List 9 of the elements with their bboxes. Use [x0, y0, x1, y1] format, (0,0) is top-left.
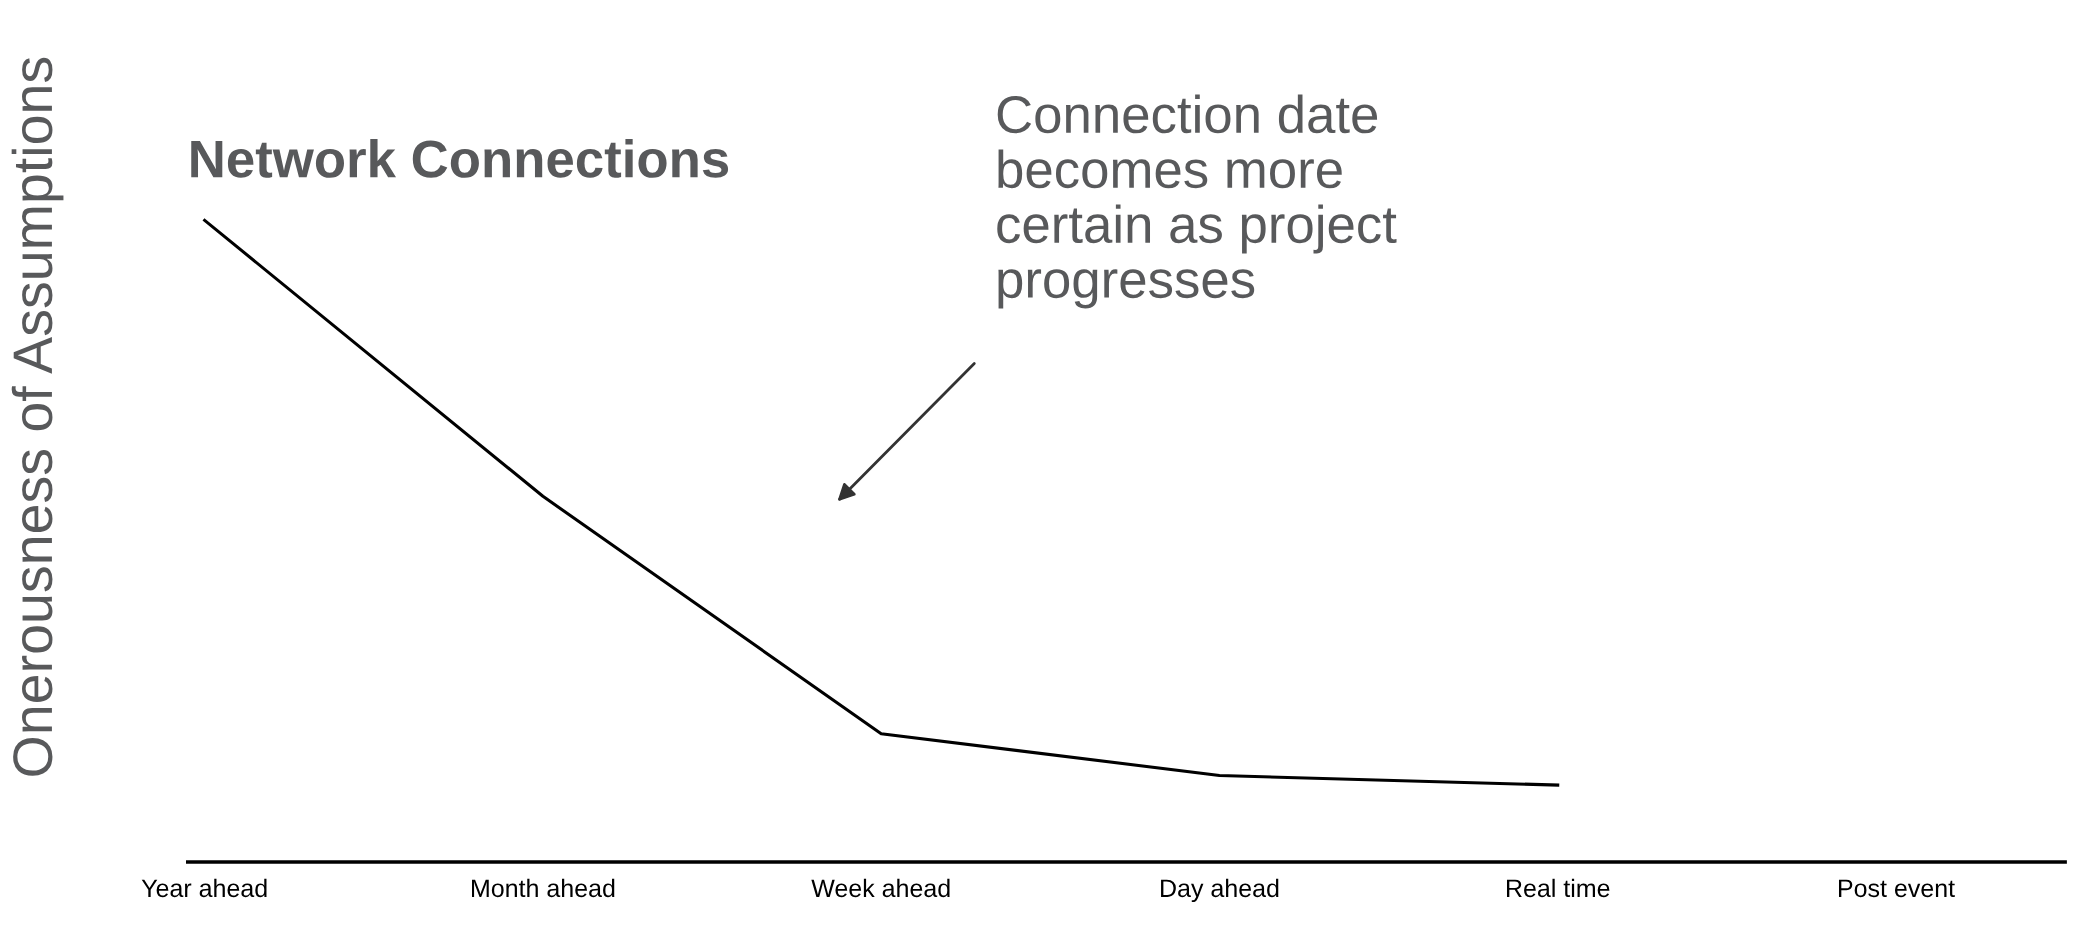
chart-title: Network Connections: [191, 139, 729, 178]
x-tick-label: Month ahead: [472, 878, 615, 898]
x-tick-label: Week ahead: [811, 878, 950, 898]
x-tick-label: Real time: [1506, 878, 1610, 898]
x-tick-label: Day ahead: [1161, 878, 1279, 903]
annotation: Connection date becomes more certain as project progresses: [997, 94, 1397, 309]
y-axis-title: Onerousness of Assumptions: [11, 57, 64, 776]
x-tick-label: Year ahead: [141, 878, 267, 898]
x-tick-label: Post event: [1838, 879, 1955, 898]
